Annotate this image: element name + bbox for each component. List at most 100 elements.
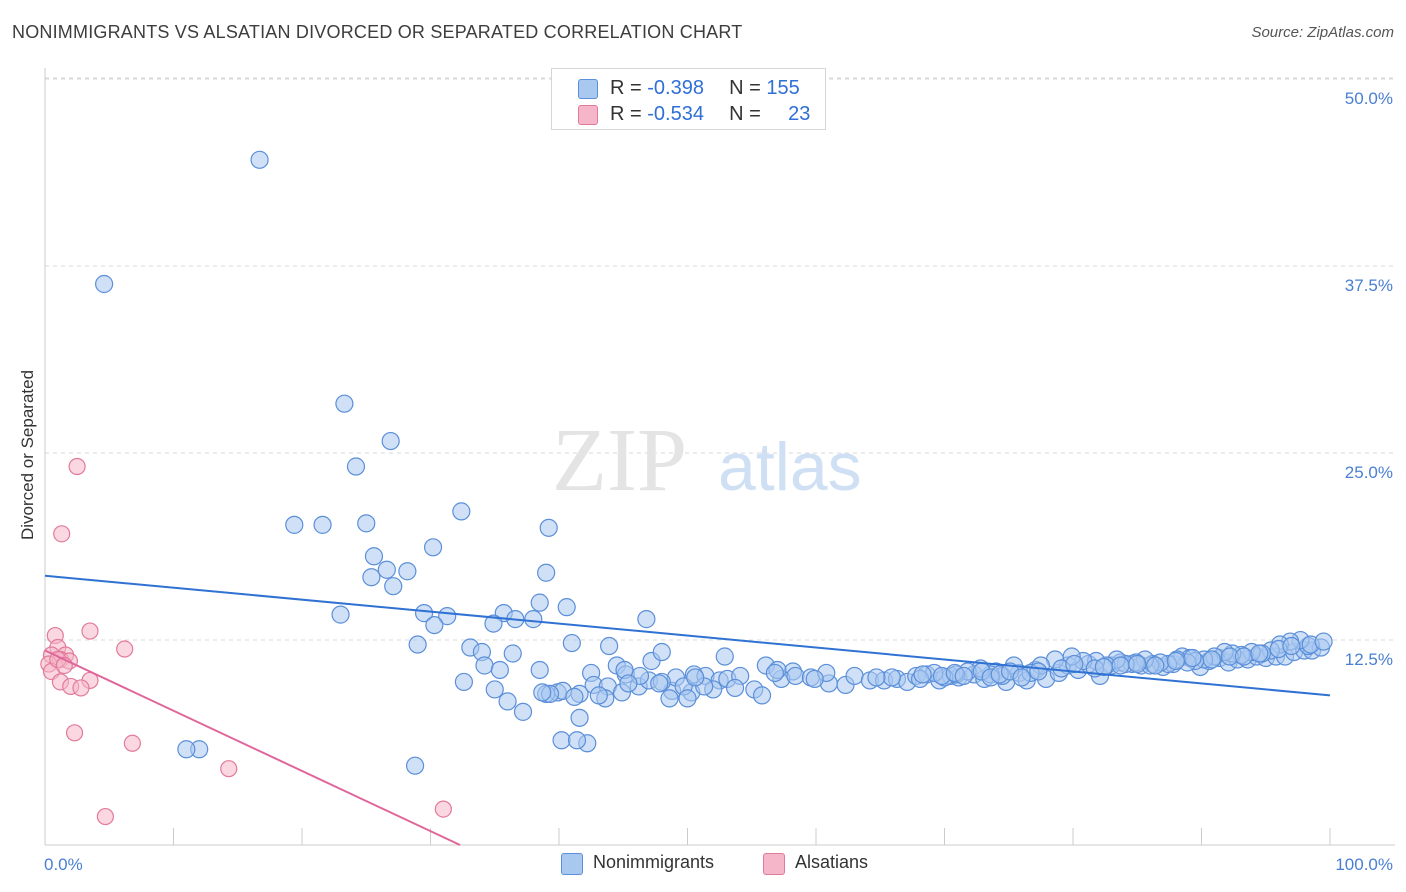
alsatians-point: [53, 525, 71, 543]
nonimmigrants-point: [1146, 656, 1165, 675]
nonimmigrants-point: [637, 610, 656, 629]
nonimmigrants-point: [765, 663, 784, 683]
nonimmigrants-point: [539, 518, 558, 537]
nonimmigrants-point: [498, 692, 517, 711]
nonimmigrants-point: [346, 457, 366, 476]
nonimmigrants-point: [1029, 662, 1048, 681]
alsatians-point: [68, 457, 86, 476]
alsatians-point: [434, 800, 452, 818]
correlation-legend: R = -0.398 N = 155 R = -0.534 N = 23: [551, 68, 826, 130]
nonimmigrants-point: [533, 683, 552, 702]
y-tick-label: 37.5%: [1345, 276, 1393, 295]
blue-swatch-icon: [561, 853, 583, 875]
nonimmigrants-point: [425, 615, 444, 635]
alsatians-point: [220, 760, 238, 778]
nonimmigrants-point: [398, 562, 417, 581]
nonimmigrants-point: [335, 394, 354, 413]
nonimmigrants-point: [660, 689, 679, 708]
nonimmigrants-point: [364, 547, 384, 566]
r-value: -0.398: [647, 77, 704, 99]
nonimmigrants-point: [954, 666, 973, 686]
nonimmigrants-point: [530, 593, 549, 612]
nonimmigrants-point: [484, 614, 503, 633]
nonimmigrants-point: [414, 604, 434, 623]
alsatians-point: [72, 679, 90, 697]
alsatians-point: [96, 807, 114, 826]
nonimmigrants-point: [1234, 647, 1254, 666]
nonimmigrants-point: [652, 642, 671, 662]
nonimmigrants-point: [1012, 668, 1031, 687]
nonimmigrants-point: [384, 577, 403, 596]
nonimmigrants-point: [882, 668, 901, 687]
nonimmigrants-point: [1183, 648, 1202, 668]
nonimmigrants-point: [537, 563, 556, 582]
nonimmigrants-point: [715, 647, 734, 666]
alsatians-point: [116, 640, 134, 658]
nonimmigrants-point: [1166, 651, 1185, 671]
series-nonimmigrants-points: [95, 150, 1333, 775]
nonimmigrants-point: [381, 431, 400, 451]
nonimmigrants-point: [619, 674, 638, 693]
nonimmigrants-point: [1111, 656, 1130, 675]
nonimmigrants-point: [1314, 632, 1333, 651]
r-label: R =: [610, 77, 648, 99]
nonimmigrants-point: [405, 756, 425, 775]
blue-swatch-icon: [578, 79, 598, 99]
series-alsatians-points: [40, 457, 452, 826]
nonimmigrants-point: [567, 731, 587, 750]
nonimmigrants-point: [177, 740, 196, 759]
nonimmigrants-point: [475, 656, 494, 675]
nonimmigrants-point: [589, 686, 608, 705]
nonimmigrants-point: [452, 502, 471, 521]
alsatians-point: [81, 622, 99, 640]
nonimmigrants-point: [867, 668, 886, 687]
legend-label: Alsatians: [795, 852, 869, 872]
nonimmigrants-point: [408, 635, 427, 654]
source-credit: Source: ZipAtlas.com: [1251, 24, 1394, 41]
nonimmigrants-point: [557, 598, 576, 617]
y-tick-label: 25.0%: [1345, 463, 1393, 482]
nonimmigrants-point: [377, 560, 396, 579]
n-label: N =: [729, 103, 767, 125]
y-tick-labels: 12.5% 25.0% 37.5% 50.0%: [1345, 89, 1393, 669]
nonimmigrants-point: [1202, 650, 1221, 669]
nonimmigrants-point: [562, 633, 581, 653]
nonimmigrants-point: [423, 538, 443, 557]
nonimmigrants-point: [285, 515, 304, 534]
nonimmigrants-point: [530, 660, 549, 680]
nonimmigrants-point: [362, 568, 381, 587]
x-tick-label: 0.0%: [44, 855, 83, 874]
nonimmigrants-point: [913, 665, 932, 684]
y-tick-label: 12.5%: [1345, 650, 1393, 669]
trend-lines: [44, 574, 1331, 846]
nonimmigrants-point: [454, 672, 474, 692]
nonimmigrants-point: [485, 680, 504, 699]
nonimmigrants-point: [1282, 636, 1301, 656]
nonimmigrants-trend-line: [44, 574, 1331, 697]
alsatians-point: [123, 734, 141, 752]
pink-swatch-icon: [578, 105, 598, 125]
y-tick-label: 50.0%: [1345, 89, 1393, 108]
axes: [44, 68, 1395, 846]
nonimmigrants-point: [95, 274, 114, 294]
nonimmigrants-point: [503, 644, 522, 663]
nonimmigrants-point: [565, 687, 584, 706]
alsatians-trend-line: [44, 649, 461, 846]
r-label: R =: [610, 103, 648, 125]
watermark-zip: ZIP: [552, 411, 687, 510]
n-value: 23: [788, 103, 811, 125]
nonimmigrants-point: [725, 678, 745, 698]
chart-title: NONIMMIGRANTS VS ALSATIAN DIVORCED OR SE…: [12, 22, 743, 42]
r-value: -0.534: [647, 103, 704, 125]
nonimmigrants-point: [313, 515, 332, 534]
alsatians-point: [65, 724, 84, 742]
nonimmigrants-point: [357, 514, 376, 533]
watermark-atlas: atlas: [718, 429, 862, 505]
nonimmigrants-point: [686, 668, 705, 687]
nonimmigrants-point: [331, 605, 350, 624]
nonimmigrants-point: [490, 660, 509, 680]
legend-label: Nonimmigrants: [593, 852, 715, 872]
nonimmigrants-point: [845, 666, 864, 686]
x-tick-label: 100.0%: [1335, 855, 1393, 874]
